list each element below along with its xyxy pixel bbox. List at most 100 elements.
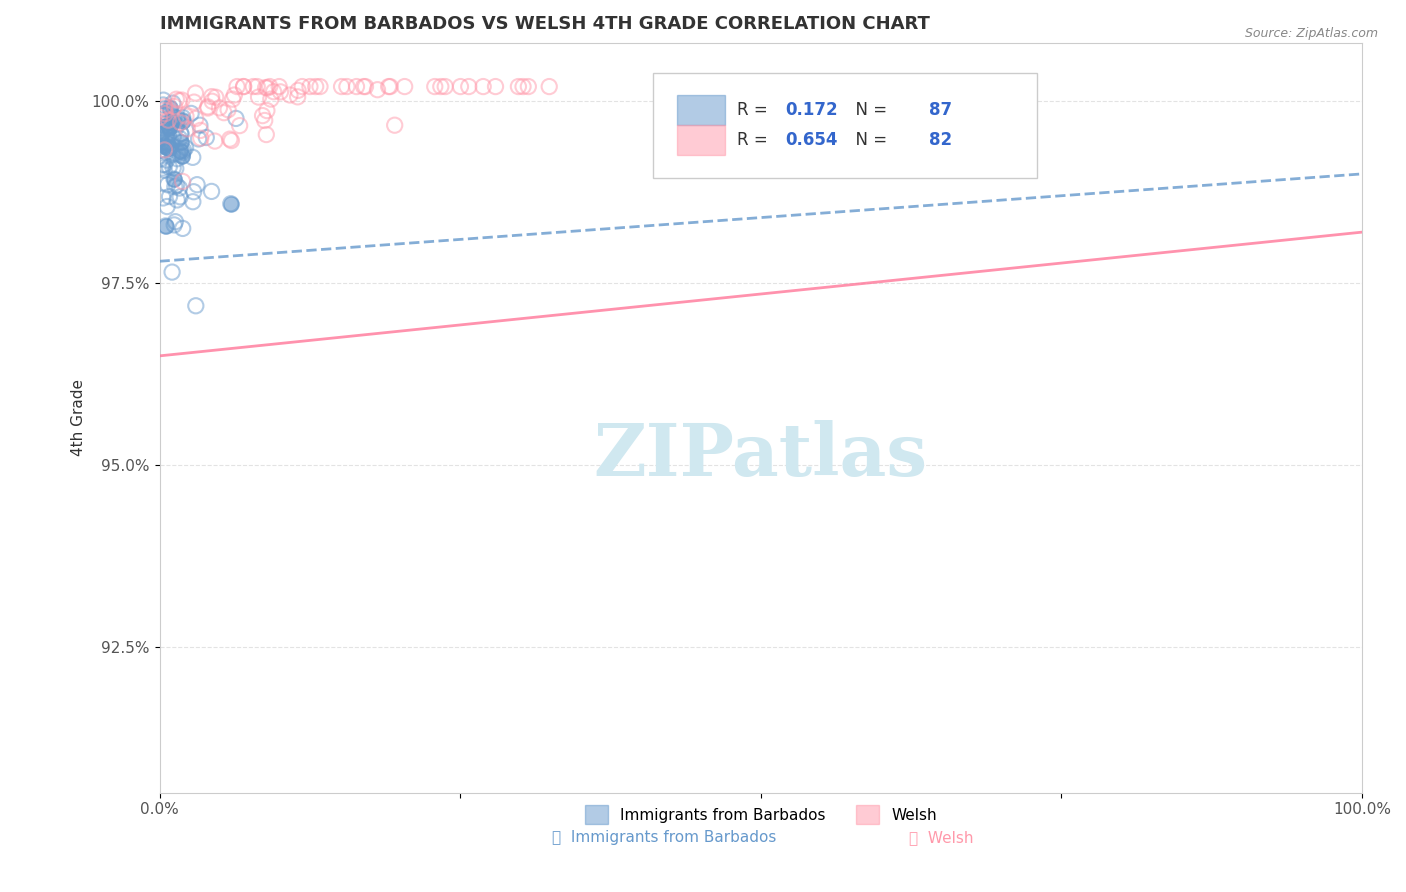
Point bbox=[221, 134, 243, 148]
Point bbox=[169, 115, 191, 129]
Point bbox=[152, 93, 174, 107]
Point bbox=[204, 134, 226, 148]
Point bbox=[252, 109, 274, 123]
Point bbox=[309, 79, 332, 94]
Point bbox=[159, 140, 181, 154]
Point bbox=[162, 96, 184, 111]
Point bbox=[150, 107, 173, 121]
Point bbox=[508, 79, 530, 94]
Point bbox=[717, 79, 740, 94]
Point bbox=[150, 108, 173, 122]
Point bbox=[156, 116, 179, 130]
Point bbox=[166, 111, 188, 125]
Point bbox=[166, 145, 188, 160]
Legend: Immigrants from Barbados, Welsh: Immigrants from Barbados, Welsh bbox=[579, 799, 943, 830]
Point bbox=[232, 79, 254, 94]
Point bbox=[170, 127, 193, 141]
Point bbox=[247, 90, 270, 104]
Point bbox=[291, 79, 314, 94]
Point bbox=[159, 120, 181, 135]
Point bbox=[160, 136, 183, 150]
Point bbox=[789, 79, 811, 94]
Point bbox=[155, 145, 177, 160]
Point bbox=[163, 172, 186, 186]
Point bbox=[172, 113, 194, 128]
Point bbox=[163, 179, 186, 194]
Point bbox=[184, 299, 207, 313]
Point bbox=[384, 118, 406, 132]
Point bbox=[163, 110, 186, 124]
Point bbox=[169, 181, 191, 195]
Point bbox=[163, 172, 186, 186]
Point bbox=[157, 160, 180, 174]
Point bbox=[430, 79, 453, 94]
Point bbox=[166, 118, 188, 132]
Point bbox=[157, 141, 180, 155]
Point bbox=[208, 101, 231, 115]
Point bbox=[269, 79, 291, 94]
Point bbox=[155, 120, 177, 134]
Point bbox=[183, 185, 205, 199]
Point bbox=[212, 105, 235, 120]
Point bbox=[150, 121, 173, 136]
Point bbox=[201, 95, 224, 109]
Text: 0.172: 0.172 bbox=[785, 102, 838, 120]
Point bbox=[159, 189, 181, 203]
Point bbox=[155, 219, 177, 233]
Point bbox=[155, 219, 177, 233]
Point bbox=[187, 132, 209, 146]
Point bbox=[169, 144, 191, 158]
Point bbox=[201, 89, 224, 103]
Point bbox=[155, 106, 177, 120]
Point bbox=[176, 121, 198, 136]
Point bbox=[166, 178, 188, 193]
Point bbox=[378, 79, 401, 94]
Point bbox=[484, 79, 506, 94]
Point bbox=[172, 149, 194, 163]
Point bbox=[217, 103, 239, 117]
Point bbox=[221, 92, 243, 106]
Point bbox=[155, 153, 177, 167]
Point bbox=[160, 114, 183, 128]
Point bbox=[200, 185, 222, 199]
Text: 87: 87 bbox=[929, 102, 952, 120]
Point bbox=[434, 79, 457, 94]
Point bbox=[152, 98, 174, 112]
Point bbox=[377, 79, 399, 94]
Point bbox=[184, 112, 207, 126]
Point bbox=[170, 127, 193, 141]
Point bbox=[157, 119, 180, 133]
FancyBboxPatch shape bbox=[676, 95, 724, 126]
Point bbox=[153, 138, 176, 153]
Text: IMMIGRANTS FROM BARBADOS VS WELSH 4TH GRADE CORRELATION CHART: IMMIGRANTS FROM BARBADOS VS WELSH 4TH GR… bbox=[159, 15, 929, 33]
Point bbox=[156, 136, 179, 150]
Point bbox=[173, 143, 195, 157]
Point bbox=[353, 79, 375, 94]
Text: R =: R = bbox=[737, 131, 773, 149]
Point bbox=[190, 131, 212, 145]
Point bbox=[254, 80, 277, 95]
Point bbox=[170, 93, 193, 107]
Point bbox=[259, 79, 281, 94]
Point bbox=[159, 101, 181, 115]
Point bbox=[165, 161, 187, 176]
Point bbox=[197, 101, 219, 115]
Point bbox=[169, 131, 191, 145]
Text: ZIPatlas: ZIPatlas bbox=[593, 420, 928, 491]
Point bbox=[153, 102, 176, 116]
Point bbox=[153, 103, 176, 118]
Point bbox=[165, 215, 187, 229]
Point bbox=[159, 120, 181, 135]
Point bbox=[472, 79, 495, 94]
Point bbox=[163, 115, 186, 129]
Y-axis label: 4th Grade: 4th Grade bbox=[72, 379, 86, 456]
Point bbox=[165, 120, 187, 135]
Point bbox=[159, 101, 181, 115]
Text: Source: ZipAtlas.com: Source: ZipAtlas.com bbox=[1244, 27, 1378, 40]
Point bbox=[162, 130, 184, 145]
Point bbox=[354, 79, 377, 94]
Point bbox=[188, 118, 211, 132]
Point bbox=[166, 113, 188, 128]
Point bbox=[172, 111, 194, 125]
Point bbox=[166, 152, 188, 166]
